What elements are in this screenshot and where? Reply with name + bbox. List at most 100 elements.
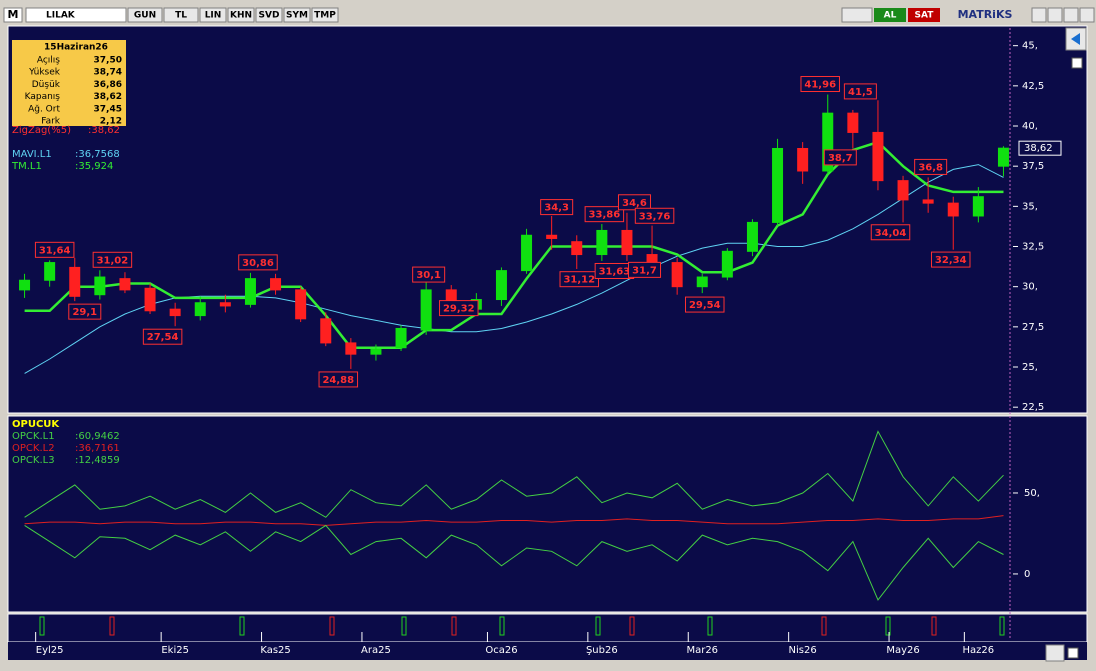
legend-name: MAVI.L1: [12, 149, 52, 160]
candle-body: [797, 148, 809, 172]
last-price-label: 38,62: [1024, 143, 1053, 154]
x-tick-label: Haz26: [963, 645, 995, 656]
y-tick-label: 27,5: [1022, 322, 1044, 333]
x-tick-label: Oca26: [485, 645, 517, 656]
y-tick-label: 37,5: [1022, 161, 1044, 172]
signal: [401, 616, 407, 636]
window-button[interactable]: [1063, 7, 1079, 23]
zigzag-box: [617, 194, 651, 211]
signal: [499, 616, 505, 636]
candle-body: [772, 148, 784, 223]
x-tick-label: Ara25: [361, 645, 391, 656]
zigzag-box: [68, 303, 102, 320]
candle-body: [947, 202, 959, 217]
zigzag-box: [685, 296, 725, 313]
toolbar-button[interactable]: [199, 7, 227, 23]
legend-name: ZigZag(%5): [12, 125, 71, 136]
symbol: LILAK: [46, 11, 76, 21]
signal: [109, 616, 115, 636]
signal: [931, 616, 937, 636]
oscillator-line: [24, 515, 1004, 526]
logo-box[interactable]: [3, 7, 23, 23]
y-tick-label: 30,: [1022, 282, 1038, 293]
candle-body: [847, 112, 859, 133]
y-tick-label: 35,: [1022, 201, 1038, 212]
zoom-button[interactable]: [1067, 647, 1079, 659]
zigzag-label: 31,63: [599, 266, 631, 277]
zigzag-box: [584, 206, 625, 223]
zigzag-box: [540, 199, 574, 216]
legend-value: :36,7161: [75, 443, 120, 454]
x-tick-label: Kas25: [260, 645, 290, 656]
candle-body: [219, 302, 231, 307]
x-tick-label: Nis26: [789, 645, 817, 656]
zigzag-label: 27,54: [147, 332, 179, 343]
zigzag-label: 34,3: [544, 203, 569, 214]
candle-body: [94, 276, 106, 296]
sell-button[interactable]: [908, 8, 940, 22]
info-value: 38,62: [94, 92, 122, 102]
x-tick-label: May26: [886, 645, 919, 656]
buy-button[interactable]: [874, 8, 906, 22]
zigzag-box: [412, 266, 446, 283]
candle-body: [119, 278, 131, 291]
info-value: 38,74: [94, 68, 122, 78]
candle-body: [721, 250, 733, 278]
signal-strip: [7, 613, 1088, 643]
candle-body: [69, 266, 81, 297]
signal: [821, 616, 827, 636]
zigzag-box: [843, 83, 877, 100]
zigzag-box: [559, 271, 600, 288]
signal: [629, 616, 635, 636]
symbol-box[interactable]: [25, 7, 127, 23]
panel-title: OPUCUK: [12, 419, 60, 430]
toolbar-button[interactable]: [227, 7, 255, 23]
zigzag-label: 29,54: [689, 300, 721, 311]
window-button[interactable]: [1047, 7, 1063, 23]
x-tick-label: Mar26: [686, 645, 718, 656]
zigzag-label: 30,1: [416, 270, 441, 281]
candle-body: [495, 270, 507, 301]
zigzag-label: 24,88: [322, 375, 354, 386]
toolbar-button[interactable]: [127, 7, 163, 23]
candle-body: [997, 147, 1009, 167]
zigzag-label: 41,5: [848, 87, 873, 98]
toolbar-button[interactable]: [283, 7, 311, 23]
signal: [329, 616, 335, 636]
toolbar-button-label: SYM: [286, 11, 308, 21]
toolbar-button[interactable]: [255, 7, 283, 23]
info-value: 37,45: [94, 104, 122, 114]
zigzag-label: 31,12: [563, 275, 595, 286]
zigzag-label: 31,02: [97, 255, 129, 266]
refresh-button[interactable]: [1045, 644, 1065, 662]
date-axis: [8, 642, 1087, 660]
window-button[interactable]: [1031, 7, 1047, 23]
signal: [239, 616, 245, 636]
oscillator-line: [24, 524, 1004, 601]
candle-body: [972, 196, 984, 217]
info-value: 2,12: [100, 117, 122, 127]
last-price-box: [1018, 140, 1062, 156]
info-value: 37,50: [94, 56, 122, 66]
toolbar-button[interactable]: [163, 7, 199, 23]
x-tick-label: Eyl25: [36, 645, 64, 656]
legend-value: :38,62: [88, 125, 120, 136]
candle-body: [420, 289, 432, 331]
candle-body: [671, 262, 683, 288]
info-label: Açılış: [37, 56, 60, 66]
legend-value: :60,9462: [75, 431, 120, 442]
candle-body: [194, 302, 206, 317]
toolbar-button[interactable]: [311, 7, 339, 23]
zigzag-box: [634, 207, 675, 224]
price-panel: [7, 25, 1088, 414]
candle-body: [395, 327, 407, 349]
candle-body: [696, 276, 708, 288]
side-button[interactable]: [1071, 57, 1083, 69]
window-button[interactable]: [1079, 7, 1095, 23]
arrow-icon: [1071, 33, 1080, 45]
zigzag-label: 31,64: [39, 245, 71, 256]
y-tick-label: 0: [1024, 569, 1030, 580]
oscillator-panel: [7, 415, 1088, 613]
zigzag-box: [914, 158, 948, 175]
icon-box[interactable]: [841, 7, 873, 23]
